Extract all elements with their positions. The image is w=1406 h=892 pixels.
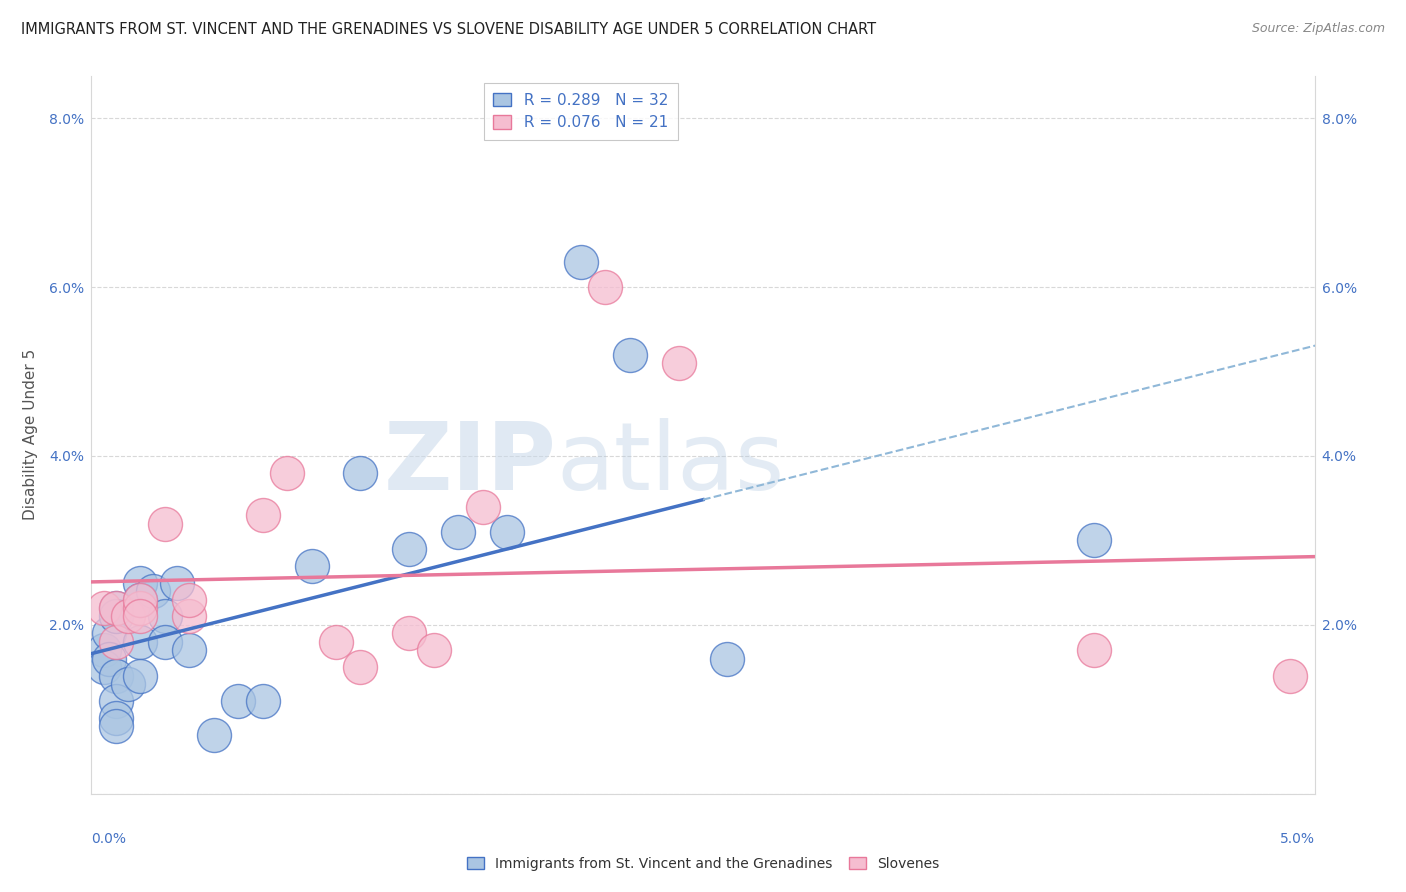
Point bbox=[179, 609, 201, 624]
Point bbox=[129, 592, 152, 607]
Point bbox=[301, 558, 323, 573]
Point bbox=[97, 626, 120, 640]
Point bbox=[93, 660, 115, 674]
Point bbox=[349, 660, 371, 674]
Point bbox=[569, 254, 592, 268]
Point bbox=[104, 601, 127, 615]
Text: 0.0%: 0.0% bbox=[91, 832, 127, 846]
Point bbox=[153, 516, 176, 531]
Text: atlas: atlas bbox=[557, 417, 785, 509]
Point bbox=[104, 668, 127, 682]
Point bbox=[104, 635, 127, 649]
Point bbox=[1083, 643, 1105, 657]
Point bbox=[93, 643, 115, 657]
Point bbox=[166, 575, 188, 590]
Point bbox=[226, 694, 249, 708]
Point bbox=[129, 635, 152, 649]
Point bbox=[129, 575, 152, 590]
Text: Source: ZipAtlas.com: Source: ZipAtlas.com bbox=[1251, 22, 1385, 36]
Point bbox=[496, 524, 519, 539]
Point bbox=[716, 651, 738, 665]
Point bbox=[153, 609, 176, 624]
Point bbox=[104, 719, 127, 733]
Point bbox=[129, 601, 152, 615]
Text: IMMIGRANTS FROM ST. VINCENT AND THE GRENADINES VS SLOVENE DISABILITY AGE UNDER 5: IMMIGRANTS FROM ST. VINCENT AND THE GREN… bbox=[21, 22, 876, 37]
Point bbox=[104, 711, 127, 725]
Point bbox=[117, 609, 139, 624]
Point bbox=[104, 694, 127, 708]
Point bbox=[471, 500, 494, 514]
Point bbox=[179, 592, 201, 607]
Point bbox=[104, 609, 127, 624]
Point bbox=[593, 280, 616, 294]
Point bbox=[276, 466, 298, 480]
Point bbox=[1279, 668, 1302, 682]
Point bbox=[129, 668, 152, 682]
Legend:  R = 0.289   N = 32,  R = 0.076   N = 21: R = 0.289 N = 32, R = 0.076 N = 21 bbox=[484, 84, 678, 139]
Y-axis label: Disability Age Under 5: Disability Age Under 5 bbox=[24, 350, 38, 520]
Point bbox=[252, 694, 274, 708]
Point bbox=[129, 609, 152, 624]
Text: ZIP: ZIP bbox=[384, 417, 557, 509]
Point bbox=[141, 584, 163, 599]
Point bbox=[398, 626, 420, 640]
Point bbox=[349, 466, 371, 480]
Point bbox=[668, 356, 690, 370]
Point bbox=[398, 541, 420, 556]
Point bbox=[104, 601, 127, 615]
Point bbox=[117, 677, 139, 691]
Point bbox=[93, 601, 115, 615]
Point bbox=[97, 651, 120, 665]
Point bbox=[325, 635, 347, 649]
Point bbox=[202, 728, 225, 742]
Point bbox=[423, 643, 446, 657]
Point bbox=[153, 635, 176, 649]
Point bbox=[179, 643, 201, 657]
Point bbox=[252, 508, 274, 522]
Legend: Immigrants from St. Vincent and the Grenadines, Slovenes: Immigrants from St. Vincent and the Gren… bbox=[461, 851, 945, 876]
Text: 5.0%: 5.0% bbox=[1279, 832, 1315, 846]
Point bbox=[447, 524, 470, 539]
Point bbox=[1083, 533, 1105, 548]
Point bbox=[619, 348, 641, 362]
Point bbox=[129, 592, 152, 607]
